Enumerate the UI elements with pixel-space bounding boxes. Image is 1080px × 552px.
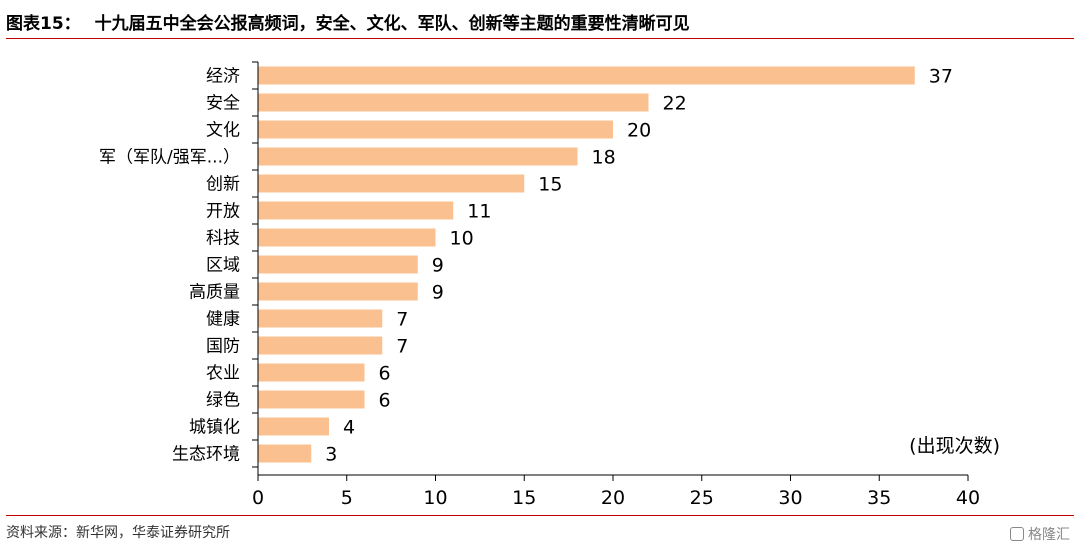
x-tick-label-1: 5 [341,487,353,509]
data-label-0: 37 [929,66,953,88]
x-tick-label-4: 20 [601,487,625,509]
data-label-1: 22 [663,93,687,115]
category-label-12: 绿色 [206,391,240,411]
source-note: 资料来源：新华网，华泰证券研究所 [6,525,230,541]
figure-label: 图表15： [6,13,81,34]
category-label-7: 区域 [206,256,240,276]
watermark-text: 格隆汇 [1028,527,1070,543]
category-label-1: 安全 [206,94,240,114]
category-label-13: 城镇化 [189,418,240,438]
category-label-5: 开放 [206,202,240,222]
bar-5 [258,201,454,220]
data-label-3: 18 [592,147,616,169]
bar-6 [258,228,436,247]
bar-9 [258,309,383,328]
x-tick-label-2: 10 [423,487,447,509]
x-tick-label-3: 15 [512,487,536,509]
data-label-4: 15 [538,174,562,196]
unit-label: (出现次数) [909,435,1000,457]
title-row: 图表15： 十九届五中全会公报高频词，安全、文化、军队、创新等主题的重要性清晰可… [6,6,690,36]
category-label-11: 农业 [206,364,240,384]
watermark-logo-icon [1010,527,1024,541]
x-tick-label-7: 35 [867,487,891,509]
bar-1 [258,93,649,112]
data-label-11: 6 [379,363,391,385]
x-tick-label-6: 30 [778,487,802,509]
category-label-3: 军（军队/强军...） [99,148,240,168]
category-label-4: 创新 [206,175,240,195]
data-label-5: 11 [467,201,491,223]
chart-title: 十九届五中全会公报高频词，安全、文化、军队、创新等主题的重要性清晰可见 [94,13,690,34]
data-label-13: 4 [343,417,355,439]
title-rule [6,38,1074,39]
bar-0 [258,66,915,85]
x-tick-label-8: 40 [956,487,980,509]
data-label-2: 20 [627,120,651,142]
bar-3 [258,147,578,166]
category-label-8: 高质量 [189,283,240,303]
x-tick-label-0: 0 [252,487,264,509]
bar-14 [258,444,312,463]
data-label-9: 7 [396,309,408,331]
watermark: 格隆汇 [1010,524,1070,544]
bar-13 [258,417,329,436]
category-label-10: 国防 [206,337,240,357]
x-tick-label-5: 25 [690,487,714,509]
category-label-14: 生态环境 [172,445,240,465]
bar-2 [258,120,613,139]
data-label-7: 9 [432,255,444,277]
bar-10 [258,336,383,355]
data-label-10: 7 [396,336,408,358]
data-label-12: 6 [379,390,391,412]
data-label-8: 9 [432,282,444,304]
data-label-6: 10 [450,228,474,250]
category-label-2: 文化 [206,121,240,141]
bar-11 [258,363,365,382]
category-label-6: 科技 [206,229,240,249]
data-label-14: 3 [325,444,337,466]
bar-7 [258,255,418,274]
bar-8 [258,282,418,301]
category-label-0: 经济 [206,67,240,87]
category-label-9: 健康 [206,310,240,330]
bar-12 [258,390,365,409]
footer-rule [6,515,1074,516]
bar-4 [258,174,525,193]
